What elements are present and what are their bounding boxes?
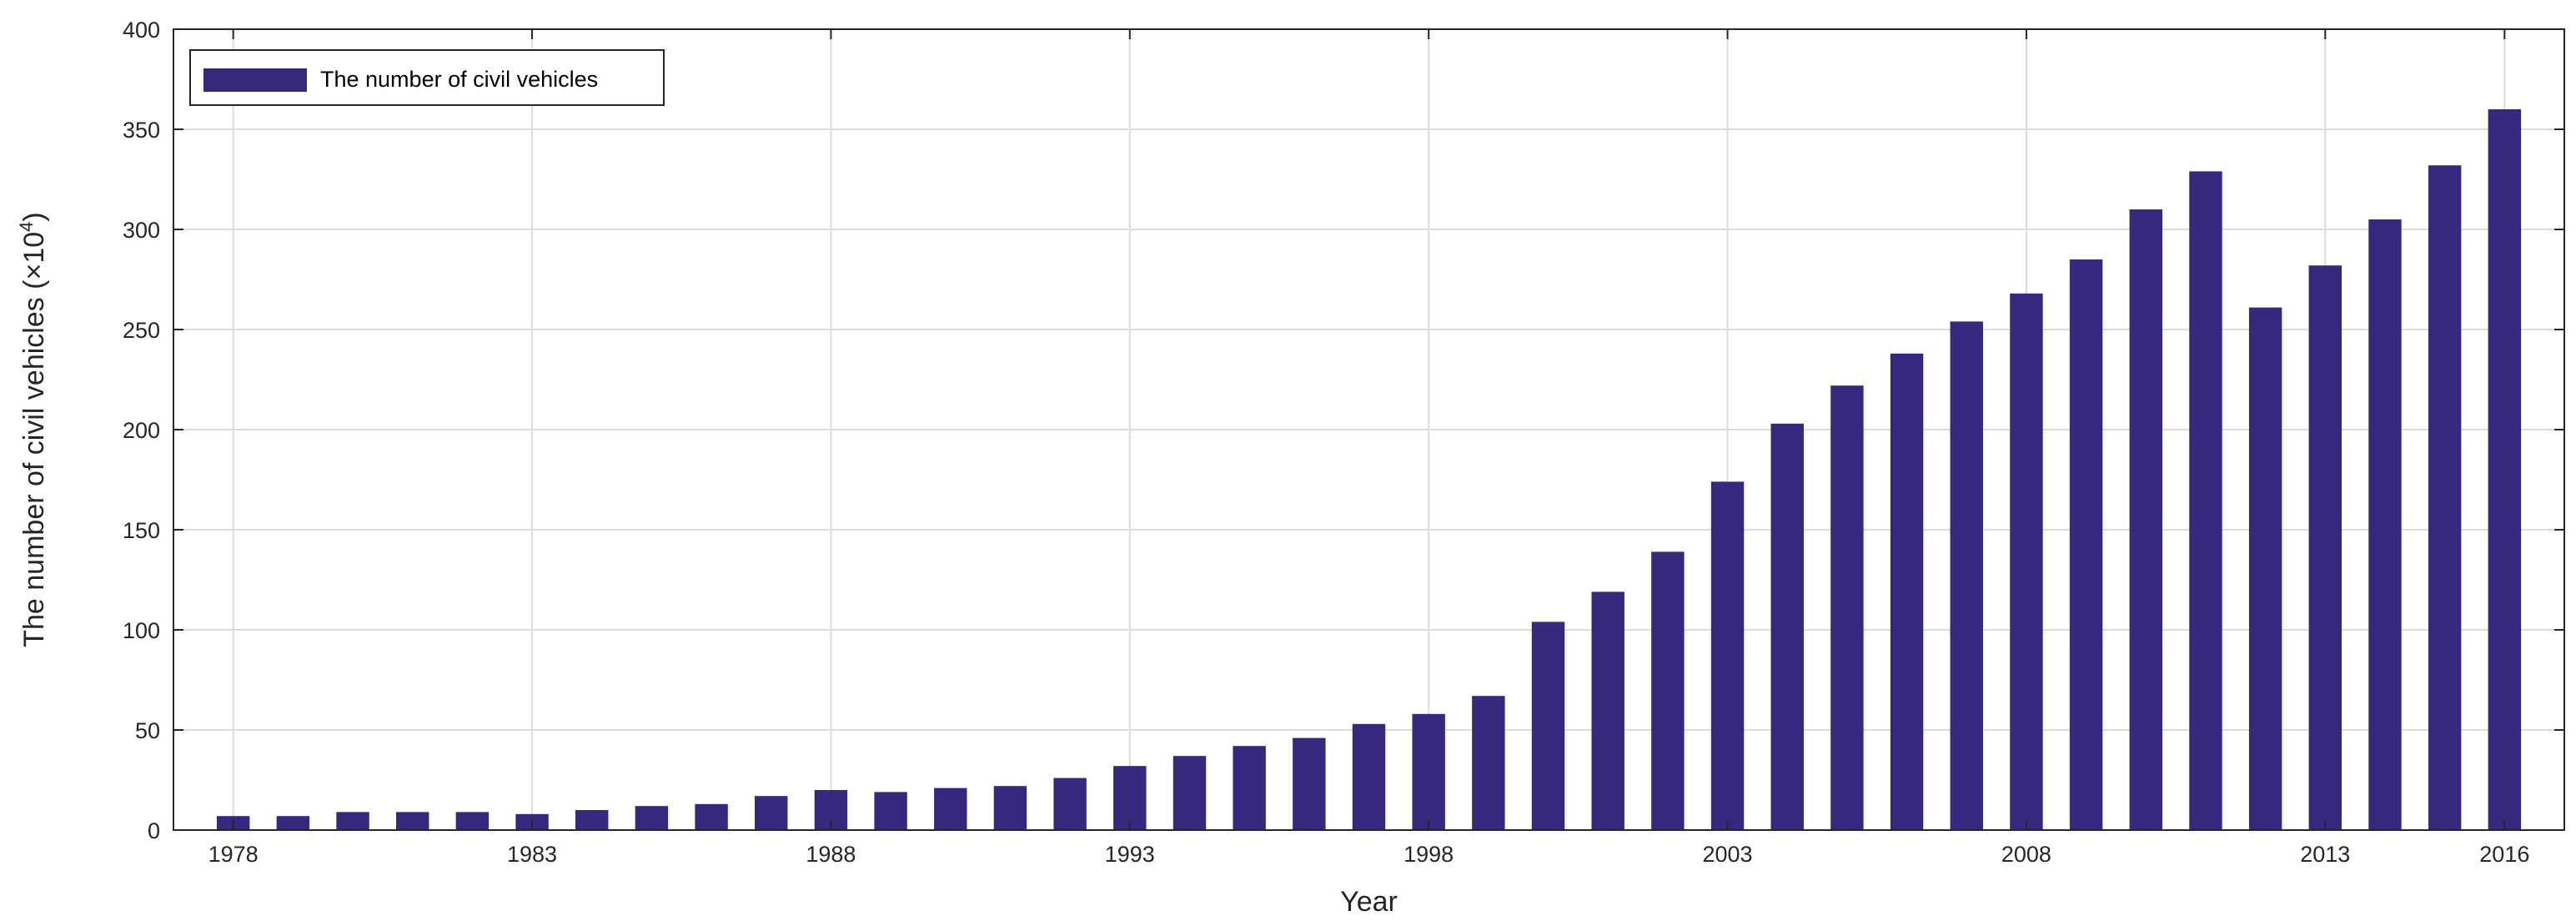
legend: The number of civil vehicles xyxy=(189,49,665,106)
x-axis-title: Year xyxy=(1340,886,1398,918)
bar xyxy=(276,816,310,830)
y-tick-label: 250 xyxy=(123,318,160,343)
bar xyxy=(1173,756,1207,830)
x-tick-label: 2016 xyxy=(2479,842,2529,867)
bar xyxy=(1352,723,1386,830)
bar xyxy=(1710,481,1745,830)
bar xyxy=(2308,265,2343,830)
bar xyxy=(1770,423,1804,830)
bar xyxy=(934,788,967,830)
y-tick-label: 0 xyxy=(148,818,160,843)
bar xyxy=(1531,622,1565,830)
bar xyxy=(874,792,907,830)
x-tick-label: 2013 xyxy=(2300,842,2350,867)
bar xyxy=(336,812,369,830)
bar xyxy=(1113,766,1147,830)
y-axis-title-exponent: 4 xyxy=(16,222,37,232)
bar xyxy=(2010,293,2043,830)
y-tick-label: 200 xyxy=(123,418,160,443)
axis-ticks xyxy=(173,28,2564,831)
x-tick-label: 1993 xyxy=(1105,842,1155,867)
legend-swatch xyxy=(203,68,307,92)
x-tick-label: 1983 xyxy=(507,842,557,867)
bar xyxy=(2129,209,2162,830)
bars xyxy=(216,109,2522,831)
bar xyxy=(1472,696,1505,830)
bar xyxy=(755,796,788,830)
bar xyxy=(1651,551,1685,830)
bar xyxy=(455,812,490,830)
x-tick-label: 1988 xyxy=(806,842,856,867)
x-tick-label: 1978 xyxy=(208,842,259,867)
bar xyxy=(695,803,728,830)
legend-label: The number of civil vehicles xyxy=(320,67,598,92)
bar xyxy=(1591,591,1624,830)
x-tick-label: 1998 xyxy=(1403,842,1454,867)
bar xyxy=(1890,353,1924,830)
y-tick-label: 400 xyxy=(123,18,160,43)
bar xyxy=(635,806,669,830)
y-axis-title-main: The number of civil vehicles (×10 xyxy=(18,232,50,647)
bar xyxy=(395,812,429,830)
bar xyxy=(2488,109,2522,830)
y-tick-label: 350 xyxy=(123,118,160,143)
x-tick-label: 2003 xyxy=(1703,842,1753,867)
y-tick-label: 50 xyxy=(135,718,160,743)
y-tick-label: 150 xyxy=(123,518,160,543)
bar xyxy=(1293,737,1326,830)
bar xyxy=(1412,713,1445,830)
bar xyxy=(993,786,1027,830)
y-axis-title-suffix: ) xyxy=(18,212,50,221)
x-tick-label: 2008 xyxy=(2001,842,2051,867)
bar xyxy=(2428,165,2462,830)
bar xyxy=(1233,746,1266,830)
bar xyxy=(1053,778,1087,830)
y-tick-label: 300 xyxy=(123,218,160,243)
bar xyxy=(1830,385,1864,830)
y-axis-title: The number of civil vehicles (×104) xyxy=(16,212,50,647)
x-tick-labels: 1978 1983 1988 1993 1998 2003 2008 2013 2016 xyxy=(208,842,2530,867)
bar xyxy=(2069,259,2103,830)
bar xyxy=(2368,219,2402,830)
y-tick-label: 100 xyxy=(123,618,160,643)
bar xyxy=(2248,307,2282,831)
bar xyxy=(2189,171,2222,830)
y-tick-labels: 0 50 100 150 200 250 300 350 400 xyxy=(123,18,160,843)
bar xyxy=(575,810,609,830)
bar xyxy=(1950,321,1983,830)
